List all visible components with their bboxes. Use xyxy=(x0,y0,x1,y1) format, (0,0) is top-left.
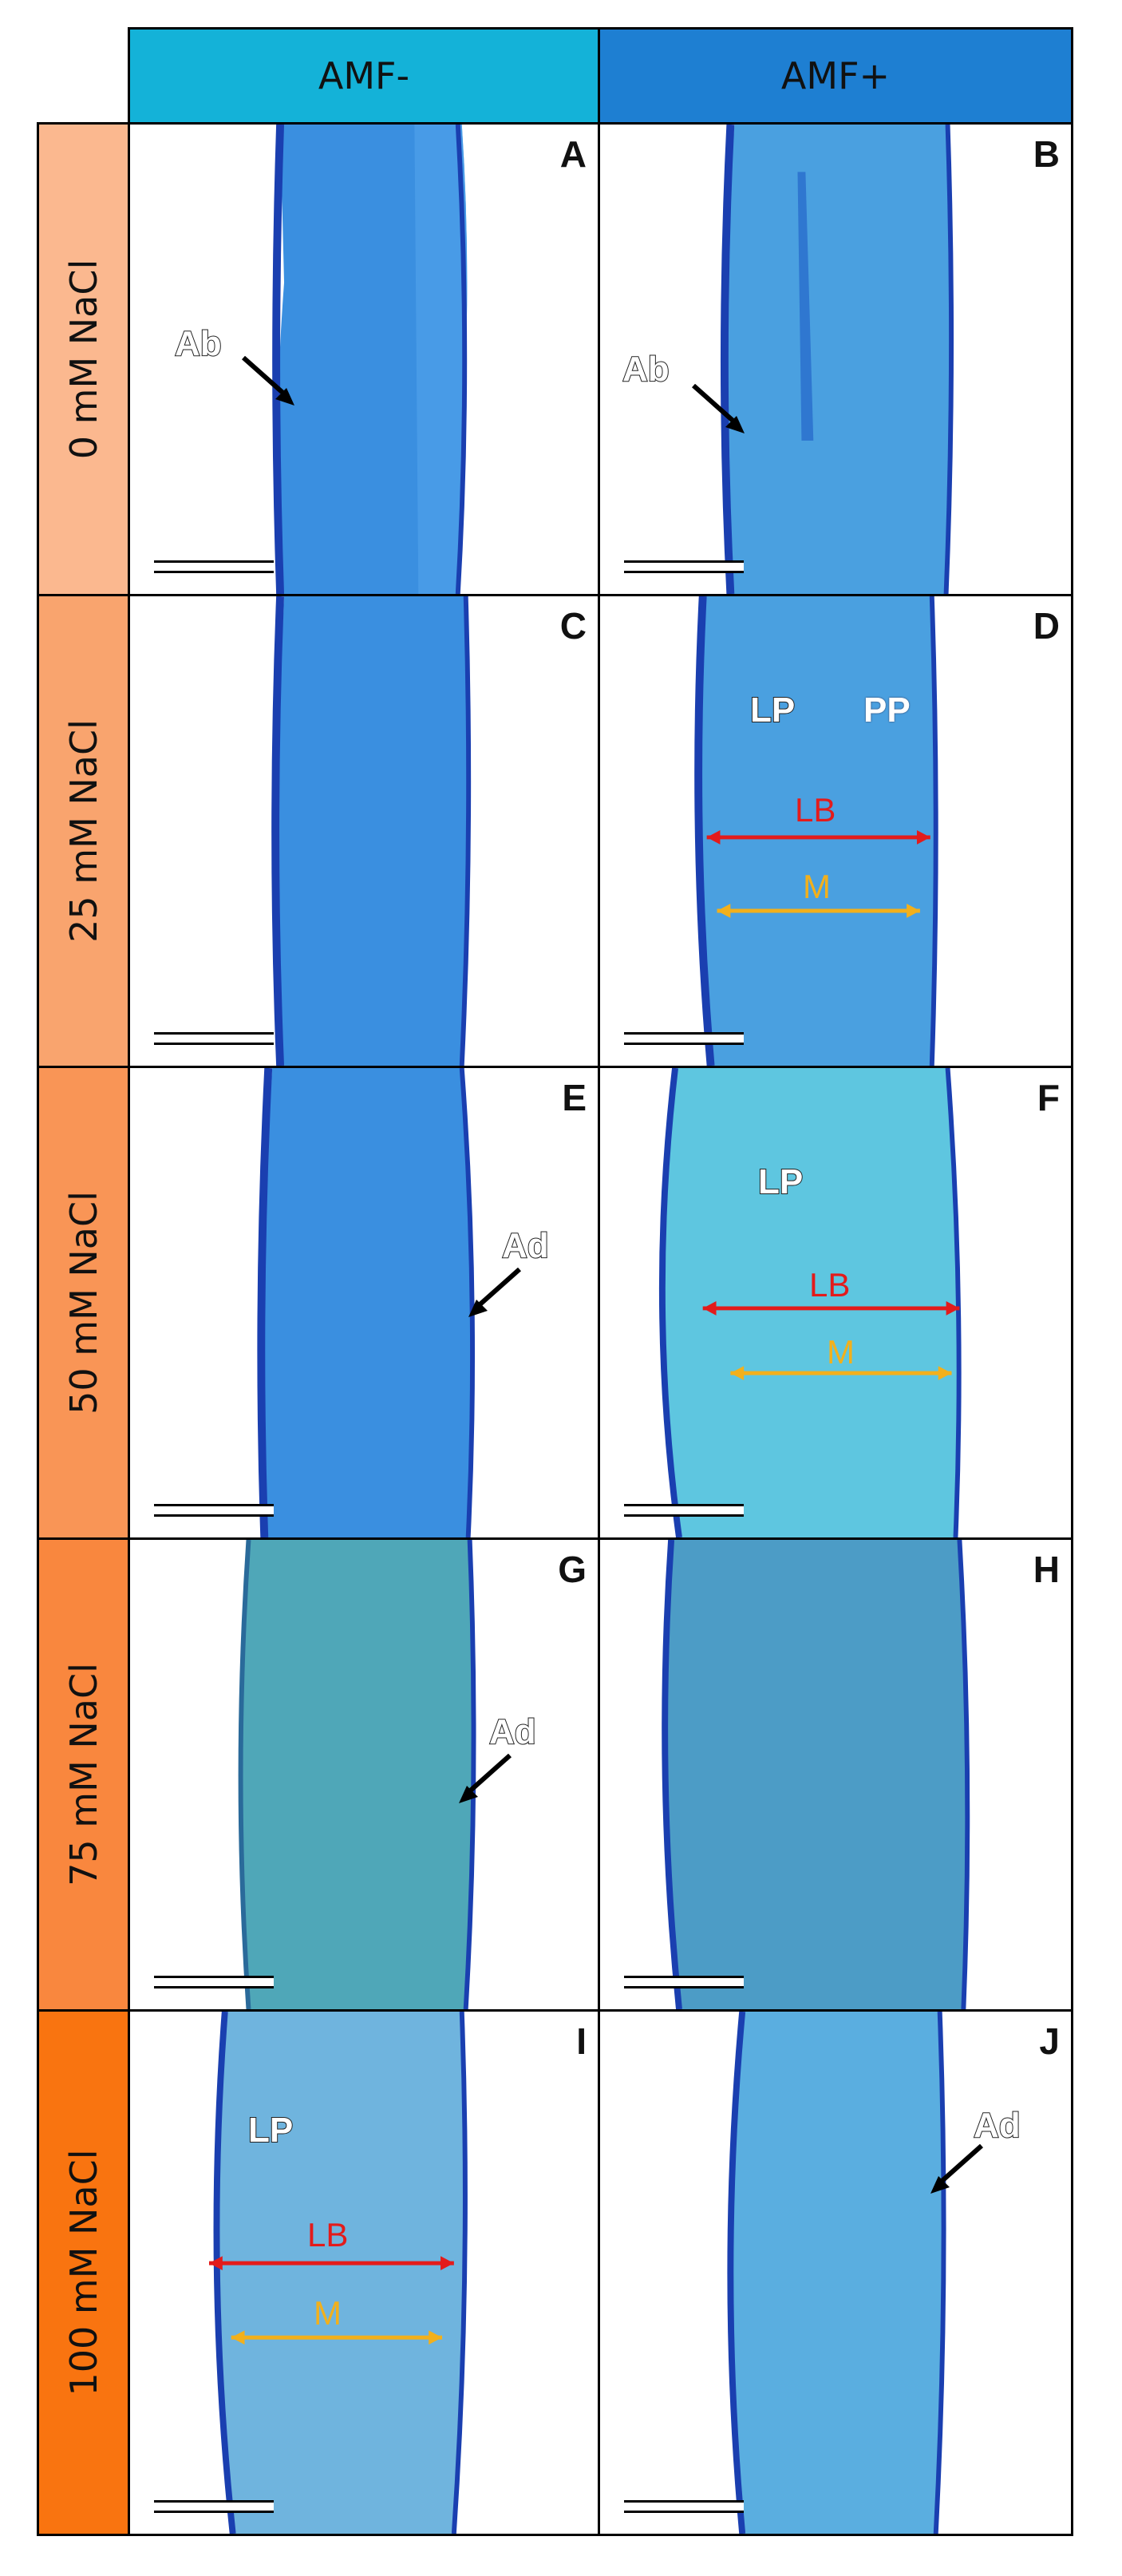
panel-letter: A xyxy=(559,133,587,175)
column-header-label: AMF- xyxy=(318,54,410,97)
panel-letter: C xyxy=(559,605,587,647)
row-label-text: 50 mM NaCl xyxy=(62,1191,105,1415)
annotation-lp: LP xyxy=(749,690,796,730)
column-header-label: AMF+ xyxy=(780,54,891,97)
panel-i: I LP LB M xyxy=(128,2009,600,2536)
panel-f: F LP LB M xyxy=(598,1066,1073,1540)
scale-bar xyxy=(154,1032,274,1045)
row-label-text: 25 mM NaCl xyxy=(62,719,105,943)
panel-g: G Ad xyxy=(128,1537,600,2012)
scale-bar xyxy=(154,2500,274,2513)
arrow-icon xyxy=(459,1754,512,1803)
arrow-icon xyxy=(692,384,745,433)
annotation-lp: LP xyxy=(757,1161,804,1202)
panel-letter: H xyxy=(1033,1549,1060,1590)
arrow-icon xyxy=(468,1268,521,1317)
row-label-text: 0 mM NaCl xyxy=(62,259,105,460)
scale-bar xyxy=(154,1976,274,1988)
row-label-text: 100 mM NaCl xyxy=(62,2149,105,2396)
row-label-75mm: 75 mM NaCl xyxy=(37,1537,131,2012)
row-label-25mm: 25 mM NaCl xyxy=(37,594,131,1068)
scale-bar xyxy=(624,560,744,573)
micrograph-c xyxy=(271,596,472,1066)
scale-bar xyxy=(624,2500,744,2513)
scale-bar xyxy=(624,1032,744,1045)
row-label-50mm: 50 mM NaCl xyxy=(37,1066,131,1540)
scale-bar xyxy=(624,1504,744,1517)
row-label-text: 75 mM NaCl xyxy=(62,1663,105,1886)
panel-a: A Ab xyxy=(128,122,600,596)
micrograph-f xyxy=(658,1068,962,1537)
panel-b: B Ab xyxy=(598,122,1073,596)
micrograph-i xyxy=(208,2012,468,2534)
panel-h: H xyxy=(598,1537,1073,2012)
scale-bar xyxy=(624,1976,744,1988)
arrow-icon xyxy=(242,356,294,406)
annotation-m: M xyxy=(803,868,831,905)
arrow-icon xyxy=(930,2144,983,2194)
micrograph-h xyxy=(662,1540,970,2009)
micrograph-e xyxy=(257,1068,476,1537)
panel-c: C xyxy=(128,594,600,1068)
panel-d: D LP PP LB M xyxy=(598,594,1073,1068)
column-header-amf-plus: AMF+ xyxy=(598,27,1073,125)
scale-bar xyxy=(154,560,274,573)
annotation-lp: LP xyxy=(247,2110,294,2151)
panel-letter: F xyxy=(1037,1077,1060,1118)
annotation-ab: Ab xyxy=(622,349,670,390)
annotation-ad: Ad xyxy=(488,1711,537,1752)
annotation-ad: Ad xyxy=(501,1225,550,1266)
annotation-lb: LB xyxy=(795,791,836,829)
panel-letter: I xyxy=(576,2020,587,2062)
scale-bar xyxy=(154,1504,274,1517)
annotation-pp: PP xyxy=(863,690,911,730)
panel-letter: E xyxy=(562,1077,587,1118)
annotation-ab: Ab xyxy=(174,323,223,364)
annotation-m: M xyxy=(827,1333,855,1371)
annotation-lb: LB xyxy=(307,2216,349,2254)
micrograph-j xyxy=(727,2012,946,2534)
panel-letter: D xyxy=(1033,605,1060,647)
column-header-amf-minus: AMF- xyxy=(128,27,600,125)
annotation-ad: Ad xyxy=(973,2105,1021,2146)
annotation-lb: LB xyxy=(809,1266,851,1304)
panel-j: J Ad xyxy=(598,2009,1073,2536)
micrograph-g xyxy=(238,1540,476,2009)
panel-letter: B xyxy=(1033,133,1060,175)
micrograph-b xyxy=(720,125,954,594)
panel-letter: J xyxy=(1039,2020,1060,2062)
annotation-m: M xyxy=(314,2294,342,2332)
row-label-100mm: 100 mM NaCl xyxy=(37,2009,131,2536)
panel-letter: G xyxy=(558,1549,587,1590)
micrograph-a xyxy=(272,125,468,594)
micrograph-d xyxy=(694,596,938,1066)
panel-e: E Ad xyxy=(128,1066,600,1540)
row-label-0mm: 0 mM NaCl xyxy=(37,122,131,596)
